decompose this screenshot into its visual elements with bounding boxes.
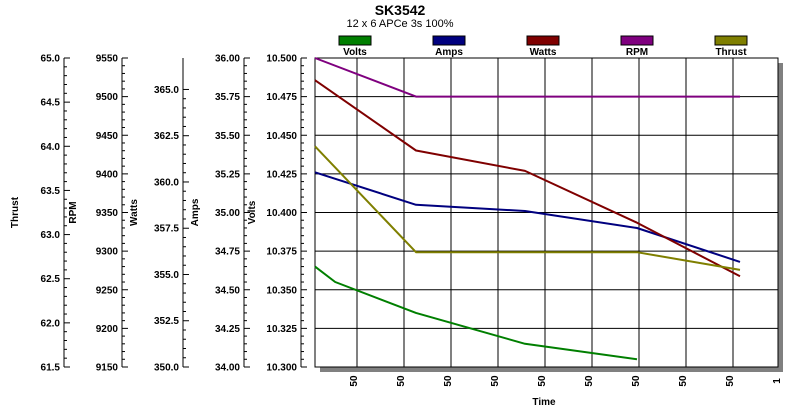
legend-item-watts: Watts (526, 35, 560, 58)
y-axis-volts: 10.300 10.325 10.350 10.375 10.400 10.425 10.4… (247, 54, 307, 374)
x-tick-label: 50 (443, 375, 454, 387)
y-tick-label: 34.75 (215, 247, 240, 258)
y-axis-watts: 350.0 352.5 355.0 357.5 360.0 362.5 365.0 Watts (129, 58, 189, 374)
y-tick-label: 350.0 (154, 363, 179, 374)
legend-swatch (714, 35, 748, 46)
y-tick-label: 365.0 (154, 85, 179, 96)
legend-label: Amps (435, 47, 463, 58)
y-axis-label-thrust: Thrust (10, 196, 21, 228)
y-tick-label: 10.375 (266, 247, 297, 258)
y-axis-rpm: 9150 9200 9250 9300 9350 9400 9450 9500 9550 RPM (68, 54, 128, 374)
y-tick-label: 9550 (96, 54, 119, 65)
y-tick-label: 10.450 (266, 131, 297, 142)
y-tick-label: 36.00 (215, 54, 240, 65)
y-tick-label: 360.0 (154, 177, 179, 188)
y-tick-label: 34.00 (215, 363, 240, 374)
series-line-volts (314, 265, 638, 361)
legend-label: Thrust (715, 47, 747, 58)
legend: Volts Amps Watts RPM Thrust (338, 35, 748, 58)
y-axis-thrust: 61.5 62.0 62.5 63.0 63.5 64.0 64.5 65.0 Thrust (10, 54, 70, 374)
x-tick-label: 50 (396, 375, 407, 387)
y-tick-label: 9450 (96, 131, 119, 142)
series-line-thrust (314, 145, 741, 271)
x-tick-label: 50 (584, 375, 595, 387)
y-axes: 61.5 62.0 62.5 63.0 63.5 64.0 64.5 65.0 Thrust 91… (10, 54, 307, 374)
y-tick-label: 10.325 (266, 324, 297, 335)
y-tick-label: 10.500 (266, 54, 297, 65)
chart-title: SK3542 (375, 2, 426, 18)
y-tick-label: 10.300 (266, 363, 297, 374)
y-tick-label: 63.5 (41, 186, 61, 197)
chart-subtitle: 12 x 6 APCe 3s 100% (346, 18, 453, 30)
legend-item-rpm: RPM (620, 35, 654, 58)
x-axis-label: Time (532, 397, 556, 408)
legend-label: RPM (626, 47, 648, 58)
y-tick-label: 35.25 (215, 169, 240, 180)
legend-label: Watts (530, 47, 557, 58)
series-lines (314, 57, 741, 361)
y-tick-label: 9400 (96, 169, 119, 180)
legend-swatch (526, 35, 560, 46)
series-line-watts (314, 79, 741, 278)
x-tick-label: 50 (678, 375, 689, 387)
y-tick-label: 64.5 (41, 98, 61, 109)
y-tick-label: 10.425 (266, 169, 297, 180)
y-tick-label: 34.25 (215, 324, 240, 335)
y-tick-label: 9250 (96, 285, 119, 296)
y-tick-label: 362.5 (154, 131, 179, 142)
y-tick-label: 62.5 (41, 274, 61, 285)
legend-swatch (338, 35, 372, 46)
y-tick-label: 64.0 (41, 142, 61, 153)
series-line-amps (314, 171, 741, 263)
x-tick-label: 50 (631, 375, 642, 387)
y-tick-label: 35.50 (215, 131, 240, 142)
y-tick-label: 9200 (96, 324, 119, 335)
plot-area (314, 57, 783, 372)
legend-item-amps: Amps (432, 35, 466, 58)
y-tick-label: 9300 (96, 247, 119, 258)
y-axis-label-volts: Volts (247, 200, 258, 224)
y-tick-label: 65.0 (41, 54, 61, 65)
y-tick-label: 63.0 (41, 230, 61, 241)
y-tick-label: 352.5 (154, 316, 179, 327)
y-tick-label: 9350 (96, 208, 119, 219)
x-tick-label: 50 (349, 375, 360, 387)
y-tick-label: 355.0 (154, 270, 179, 281)
y-tick-label: 10.400 (266, 208, 297, 219)
x-tick-label: 50 (725, 375, 736, 387)
legend-label: Volts (343, 47, 367, 58)
y-tick-label: 10.475 (266, 92, 297, 103)
y-axis-label-rpm: RPM (68, 201, 79, 223)
legend-swatch (432, 35, 466, 46)
y-tick-label: 9500 (96, 92, 119, 103)
y-tick-label: 61.5 (41, 363, 61, 374)
legend-item-volts: Volts (338, 35, 372, 58)
series-line-rpm (314, 57, 740, 98)
legend-swatch (620, 35, 654, 46)
x-tick-label: 50 (537, 375, 548, 387)
y-tick-label: 62.0 (41, 318, 61, 329)
x-tick-label: 1 (772, 378, 783, 384)
y-tick-label: 9150 (96, 363, 119, 374)
y-tick-label: 35.75 (215, 92, 240, 103)
y-axis-label-amps: Amps (190, 198, 201, 226)
y-tick-label: 10.350 (266, 285, 297, 296)
x-axis: 50 50 50 50 50 50 50 50 50 1 (349, 375, 783, 387)
y-axis-label-watts: Watts (129, 199, 140, 226)
y-axis-amps: 34.00 34.25 34.50 34.75 35.00 35.25 35.50 35.75… (190, 54, 250, 374)
x-tick-label: 50 (490, 375, 501, 387)
legend-item-thrust: Thrust (714, 35, 748, 58)
y-tick-label: 35.00 (215, 208, 240, 219)
y-tick-label: 34.50 (215, 285, 240, 296)
y-tick-label: 357.5 (154, 224, 179, 235)
